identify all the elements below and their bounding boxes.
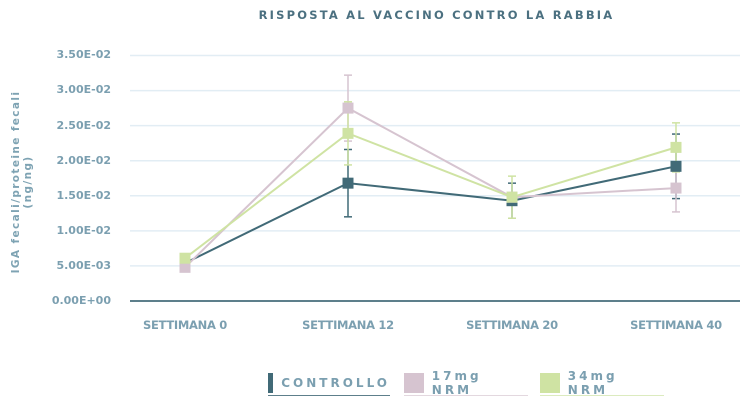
data-point-marker[interactable] bbox=[506, 191, 518, 203]
series-line bbox=[184, 106, 677, 269]
series-lines bbox=[184, 106, 677, 269]
series-line bbox=[184, 165, 677, 265]
data-point-marker[interactable] bbox=[179, 261, 191, 273]
y-tick: 3.50E-02 bbox=[56, 48, 111, 61]
legend-underline bbox=[268, 394, 390, 396]
data-point-marker[interactable] bbox=[670, 182, 682, 194]
series-markers bbox=[179, 102, 682, 273]
data-point-marker[interactable] bbox=[670, 160, 682, 172]
data-point-marker[interactable] bbox=[179, 252, 191, 264]
data-point-marker[interactable] bbox=[670, 141, 682, 153]
y-tick: 2.00E-02 bbox=[56, 154, 111, 167]
x-tick: SETTIMANA 20 bbox=[466, 318, 558, 332]
data-point-marker[interactable] bbox=[342, 127, 354, 139]
y-tick: 5.00E-03 bbox=[56, 259, 111, 272]
legend-swatch bbox=[540, 373, 560, 393]
data-point-marker[interactable] bbox=[342, 177, 354, 189]
chart-title: RISPOSTA AL VACCINO CONTRO LA RABBIA bbox=[258, 8, 615, 22]
data-point-marker[interactable] bbox=[342, 102, 354, 114]
x-tick: SETTIMANA 0 bbox=[143, 318, 227, 332]
legend-underline bbox=[404, 394, 528, 396]
x-tick: SETTIMANA 40 bbox=[630, 318, 722, 332]
legend-label: CONTROLLO bbox=[281, 376, 390, 390]
y-tick: 1.50E-02 bbox=[56, 189, 111, 202]
series-line bbox=[184, 132, 677, 260]
legend-label: 34mg NRM bbox=[567, 369, 618, 397]
y-tick: 1.00E-02 bbox=[56, 224, 111, 237]
legend-underline bbox=[540, 394, 664, 396]
legend-label: 17mg NRM bbox=[431, 369, 482, 397]
legend-item-controllo[interactable]: CONTROLLO bbox=[268, 372, 390, 396]
gridlines bbox=[130, 54, 740, 267]
legend-item-34mg[interactable]: 34mg NRM bbox=[540, 369, 664, 397]
x-tick: SETTIMANA 12 bbox=[302, 318, 394, 332]
y-tick: 3.00E-02 bbox=[56, 83, 111, 96]
legend-swatch bbox=[404, 373, 424, 393]
legend-swatch bbox=[268, 373, 274, 393]
legend-item-17mg[interactable]: 17mg NRM bbox=[404, 369, 528, 397]
y-tick: 2.50E-02 bbox=[56, 119, 111, 132]
y-tick: 0.00E+00 bbox=[51, 294, 111, 307]
